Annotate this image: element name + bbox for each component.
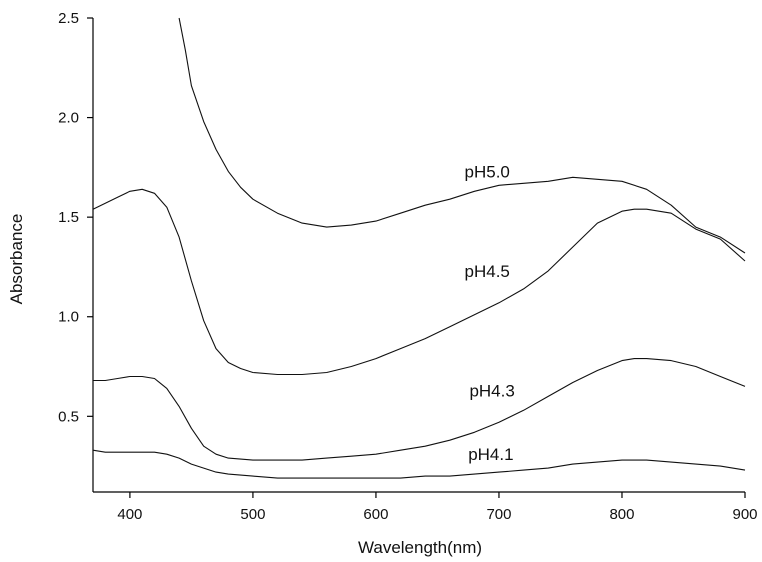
series-line-ph4-3 bbox=[93, 358, 746, 461]
series-line-ph4-5 bbox=[92, 188, 746, 376]
x-tick-label: 500 bbox=[240, 506, 265, 523]
x-tick-label: 900 bbox=[732, 506, 757, 523]
x-tick-label: 400 bbox=[117, 506, 142, 523]
x-tick-label: 800 bbox=[609, 506, 634, 523]
y-tick-label: 0.5 bbox=[58, 408, 79, 425]
y-ticks: 0.5 1.0 1.5 2.0 2.5 bbox=[58, 10, 93, 425]
series-label-ph4-1: pH4.1 bbox=[468, 445, 513, 464]
series-labels: pH5.0 pH4.5 pH4.3 pH4.1 bbox=[465, 162, 515, 464]
series-line-ph5-0 bbox=[178, 17, 746, 254]
x-axis-title: Wavelength(nm) bbox=[358, 538, 482, 557]
x-ticks: 400 500 600 700 800 900 bbox=[117, 492, 758, 523]
axes bbox=[92, 18, 745, 493]
series-label-ph4-5: pH4.5 bbox=[465, 262, 510, 281]
x-tick-label: 600 bbox=[363, 506, 388, 523]
y-tick-label: 1.5 bbox=[58, 209, 79, 226]
series-line-ph4-1 bbox=[92, 449, 746, 479]
y-axis-title: Absorbance bbox=[7, 214, 26, 305]
x-tick-label: 700 bbox=[486, 506, 511, 523]
series-group bbox=[92, 17, 746, 479]
y-tick-label: 2.5 bbox=[58, 10, 79, 27]
y-tick-label: 2.0 bbox=[58, 110, 79, 127]
y-tick-label: 1.0 bbox=[58, 309, 79, 326]
series-label-ph4-3: pH4.3 bbox=[469, 381, 514, 400]
series-label-ph5-0: pH5.0 bbox=[465, 162, 510, 181]
